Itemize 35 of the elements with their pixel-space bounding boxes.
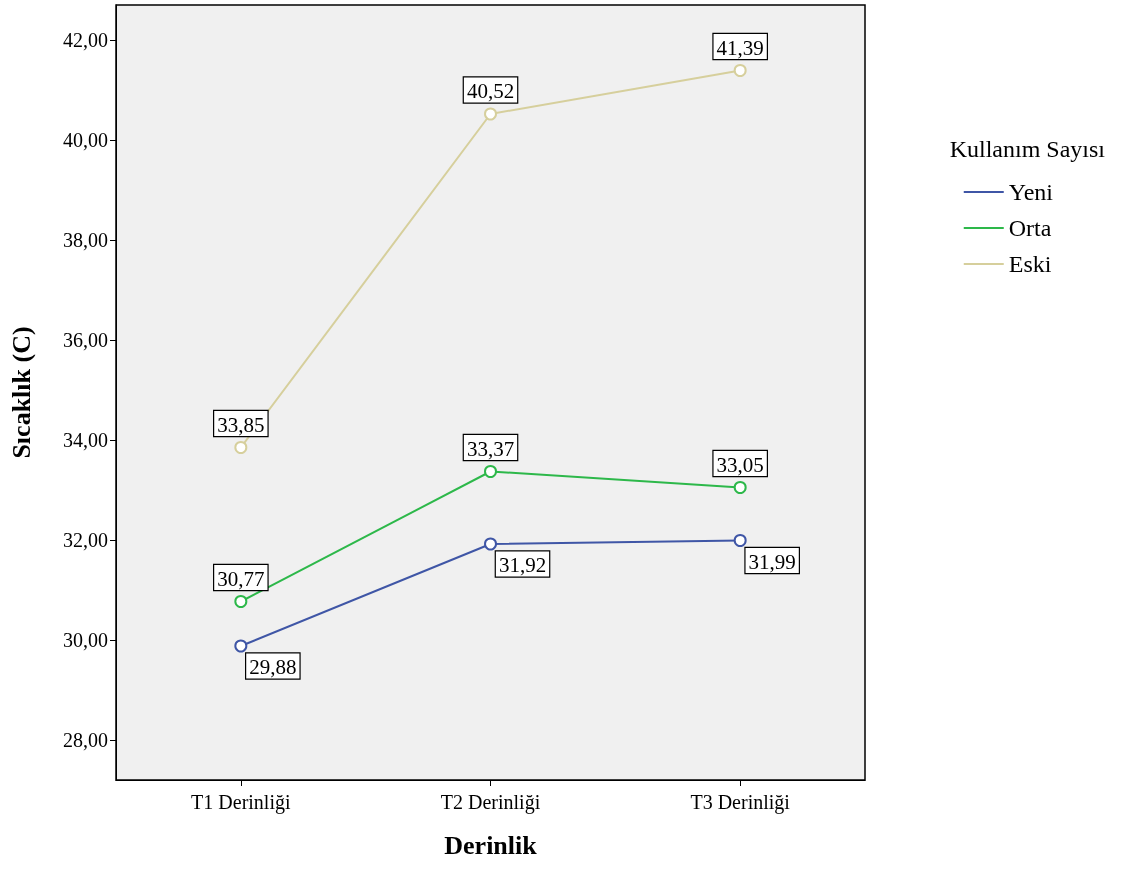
point [733,481,747,494]
data-label: 41,39 [716,35,764,60]
x-axis-title: Derinlik [444,830,538,860]
point [484,537,497,551]
point [733,64,747,77]
data-label: 33,05 [716,452,764,477]
x-tick-label: T1 Derinliği [191,791,291,814]
point [484,107,497,121]
point [234,639,248,653]
y-tick-label: 40,00 [63,129,108,151]
y-tick-label: 34,00 [63,429,108,451]
data-label: 31,92 [498,553,547,577]
legend-label: Eski [1008,251,1052,277]
y-tick-label: 42,00 [63,29,108,51]
x-tick-label: T2 Derinliği [440,791,541,814]
point [234,595,248,608]
legend-label: Yeni [1008,179,1054,205]
data-label: 29,88 [249,655,297,679]
legend-title: Kullanım Sayısı [949,136,1106,162]
y-tick-label: 28,00 [63,729,108,751]
point [733,534,747,547]
y-tick-label: 38,00 [63,229,108,251]
data-label: 33,85 [217,412,265,437]
x-tick-label: T3 Derinliği [690,791,791,814]
y-tick-label: 30,00 [63,629,108,651]
data-label: 30,77 [217,566,265,591]
point [234,441,248,454]
y-axis-title: Sıcaklık (C) [6,326,36,459]
y-tick-label: 36,00 [63,329,108,351]
data-label: 40,52 [466,79,515,103]
data-label: 33,37 [466,436,515,461]
legend-label: Orta [1008,215,1052,241]
data-label: 31,99 [748,549,796,574]
y-tick-label: 32,00 [63,529,108,551]
point [484,465,497,478]
